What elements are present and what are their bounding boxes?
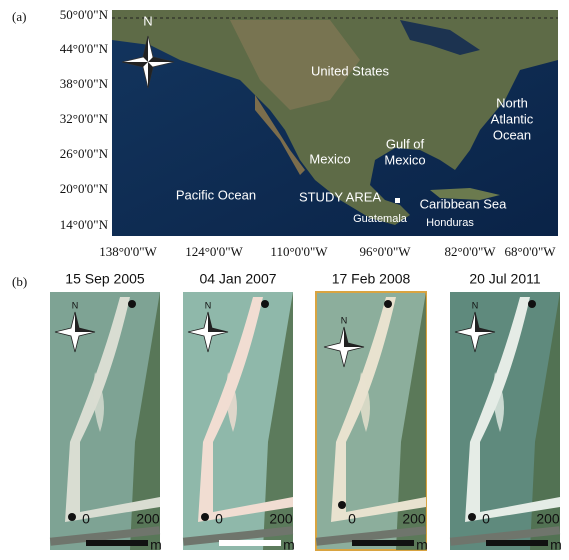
scale-bar [86, 540, 148, 546]
latitude-label: 44°0'0"N [60, 41, 109, 56]
marker [261, 300, 269, 308]
figure: (a) N (b) 50°0'0"N 44°0'0"N 38°0'0"N 32°0'0… [0, 0, 569, 555]
scale-bar [486, 540, 548, 546]
marker [384, 300, 392, 308]
marker [528, 300, 536, 308]
marker [201, 513, 209, 521]
longitude-label: 124°0'0"W [185, 244, 243, 259]
north-label: N [472, 300, 479, 310]
latitude-label: 20°0'0"N [60, 181, 109, 196]
scale-end: 200 [269, 511, 293, 527]
scale-end: 200 [536, 511, 560, 527]
place-label: STUDY AREA [299, 189, 381, 204]
marker [468, 513, 476, 521]
scale-end: 200 [136, 511, 160, 527]
marker [128, 300, 136, 308]
latitude-label: 38°0'0"N [60, 76, 109, 91]
scale-unit: m [550, 537, 562, 553]
place-label: Atlantic [491, 111, 534, 126]
panel-label: (b) [12, 274, 27, 289]
place-label: Honduras [426, 217, 474, 229]
north-label: N [72, 300, 79, 310]
marker [338, 501, 346, 509]
north-label: N [341, 315, 348, 325]
longitude-label: 82°0'0"W [444, 244, 496, 259]
longitude-label: 96°0'0"W [359, 244, 411, 259]
latitude-label: 32°0'0"N [60, 111, 109, 126]
latitude-label: 26°0'0"N [60, 146, 109, 161]
scale-start: 0 [348, 511, 356, 527]
place-label: Caribbean Sea [420, 196, 507, 211]
scale-bar [219, 540, 281, 546]
scale-start: 0 [82, 511, 90, 527]
scale-unit: m [416, 537, 428, 553]
image-date: 15 Sep 2005 [65, 271, 145, 287]
longitude-label: 138°0'0"W [99, 244, 157, 259]
image-date: 20 Jul 2011 [469, 271, 541, 287]
place-label: Ocean [493, 127, 531, 142]
longitude-label: 68°0'0"W [504, 244, 556, 259]
place-label: United States [311, 63, 390, 78]
scale-start: 0 [482, 511, 490, 527]
marker [68, 513, 76, 521]
place-label: Mexico [309, 151, 350, 166]
latitude-label: 50°0'0"N [60, 7, 109, 22]
place-label: Guatemala [353, 213, 408, 225]
scale-unit: m [150, 537, 162, 553]
north-label: N [205, 300, 212, 310]
place-label: North [496, 95, 528, 110]
latitude-label: 14°0'0"N [60, 217, 109, 232]
panel-label: (a) [12, 9, 26, 24]
place-label: Mexico [384, 152, 425, 167]
scale-end: 200 [402, 511, 426, 527]
place-label: Pacific Ocean [176, 187, 256, 202]
north-label: N [143, 13, 152, 28]
scale-unit: m [283, 537, 295, 553]
image-date: 17 Feb 2008 [332, 271, 411, 287]
image-date: 04 Jan 2007 [199, 271, 276, 287]
scale-bar [352, 540, 414, 546]
longitude-label: 110°0'0"W [270, 244, 328, 259]
place-label: Gulf of [386, 136, 425, 151]
scale-start: 0 [215, 511, 223, 527]
